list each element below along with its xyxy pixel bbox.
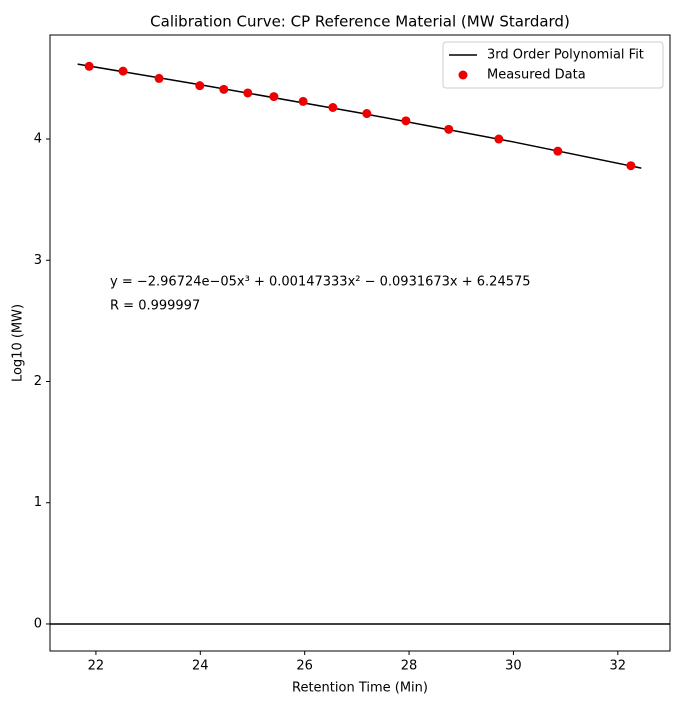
x-tick-label: 24 [192, 659, 209, 674]
data-point [269, 92, 279, 102]
data-point [362, 109, 372, 119]
data-point [195, 81, 205, 91]
data-point [154, 73, 164, 83]
chart-title: Calibration Curve: CP Reference Material… [150, 13, 570, 31]
data-point [401, 116, 411, 126]
data-point [84, 61, 94, 71]
y-tick-label: 1 [34, 495, 42, 510]
y-tick-label: 0 [34, 616, 42, 631]
x-tick-label: 32 [610, 659, 627, 674]
y-tick-label: 3 [34, 253, 42, 268]
legend-swatch [458, 70, 468, 80]
data-point [243, 88, 253, 98]
data-point [444, 124, 454, 134]
data-point [118, 66, 128, 76]
y-tick-label: 2 [34, 374, 42, 389]
y-axis-label: Log10 (MW) [11, 304, 26, 382]
legend-label: 3rd Order Polynomial Fit [487, 48, 644, 63]
x-tick-label: 22 [88, 659, 105, 674]
data-point [298, 96, 308, 106]
legend-box [442, 41, 664, 89]
annotation: y = −2.96724e−05x³ + 0.00147333x² − 0.09… [110, 275, 531, 290]
x-tick-label: 28 [401, 659, 418, 674]
x-tick-label: 26 [296, 659, 313, 674]
x-axis-label: Retention Time (Min) [292, 681, 428, 696]
y-tick-label: 4 [34, 132, 42, 147]
data-point [494, 134, 504, 144]
x-tick-label: 30 [505, 659, 522, 674]
data-point [328, 102, 338, 112]
legend-label: Measured Data [487, 68, 586, 83]
data-point [553, 146, 563, 156]
annotation: R = 0.999997 [110, 299, 200, 314]
data-point [219, 84, 229, 94]
data-point [626, 161, 636, 171]
plot-frame [49, 34, 671, 652]
